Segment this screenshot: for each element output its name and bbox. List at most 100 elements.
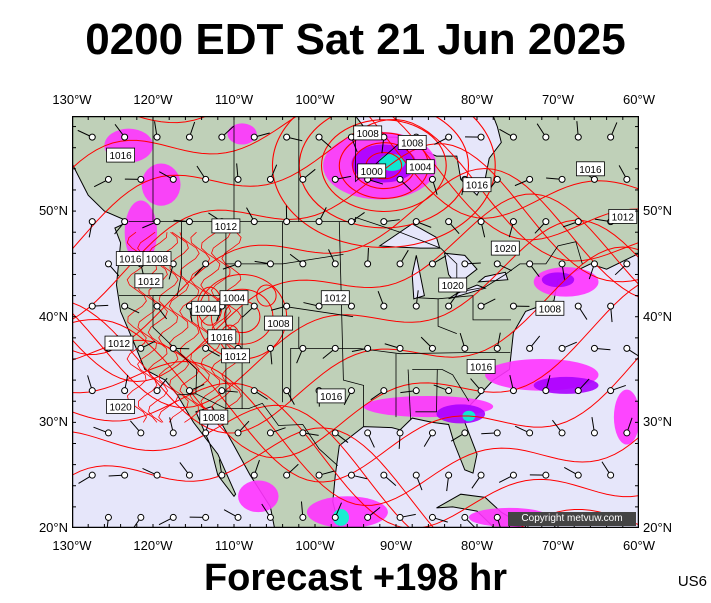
lat-label-left: 40°N — [39, 310, 68, 324]
wind-station — [186, 134, 192, 140]
wind-station — [105, 261, 111, 267]
wind-station — [105, 176, 111, 182]
wind-station — [332, 345, 338, 351]
wind-station — [203, 430, 209, 436]
lat-label-left: 20°N — [39, 521, 68, 535]
isobar-label-text: 1016 — [470, 362, 493, 373]
wind-station — [608, 388, 614, 394]
wind-station — [478, 303, 484, 309]
wind-station — [527, 430, 533, 436]
wind-station — [348, 219, 354, 225]
wind-station — [510, 388, 516, 394]
wind-station — [575, 303, 581, 309]
precip-area-mid — [542, 272, 574, 287]
wind-station — [284, 303, 290, 309]
wind-station — [138, 176, 144, 182]
wind-station — [429, 430, 435, 436]
forecast-map: 1008 1008 1004 1000 1016 1016 1016 1012 1012 1020… — [72, 116, 639, 528]
isobar-label-text: 1012 — [224, 352, 247, 363]
wind-station — [381, 388, 387, 394]
isobar-label-text: 1016 — [579, 165, 602, 176]
wind-station — [316, 219, 322, 225]
wind-station — [365, 345, 371, 351]
wind-station — [429, 261, 435, 267]
isobar-label: 1012 — [321, 291, 349, 305]
isobar-label-text: 1008 — [267, 319, 290, 330]
wind-station — [478, 388, 484, 394]
wind-station — [429, 345, 435, 351]
isobar-label: 1016 — [208, 330, 236, 344]
wind-station — [543, 388, 549, 394]
wind-station — [559, 345, 565, 351]
forecast-hour-label: Forecast +198 hr — [0, 553, 711, 603]
wind-station — [300, 430, 306, 436]
copyright-notice: Copyright metvuw.com — [508, 512, 636, 526]
wind-station — [462, 261, 468, 267]
wind-station — [543, 219, 549, 225]
isobar-label: 1008 — [354, 126, 382, 140]
wind-station — [624, 430, 630, 436]
region-code: US6 — [678, 573, 707, 590]
wind-station — [624, 176, 630, 182]
wind-station — [89, 219, 95, 225]
precip-area-mid — [437, 404, 486, 423]
wind-station — [559, 261, 565, 267]
isobar-label-text: 1004 — [195, 304, 218, 315]
wind-station — [235, 514, 241, 520]
wind-station — [300, 345, 306, 351]
wind-station — [462, 345, 468, 351]
wind-station — [316, 472, 322, 478]
lon-label-top: 90°W — [380, 93, 412, 107]
isobar-label-text: 1000 — [361, 167, 384, 178]
wind-station — [462, 514, 468, 520]
isobar-label: 1012 — [105, 336, 133, 350]
wind-station — [510, 303, 516, 309]
wind-station — [413, 219, 419, 225]
wind-station — [300, 261, 306, 267]
wind-station — [397, 514, 403, 520]
wind-station — [332, 176, 338, 182]
isobar-label: 1016 — [116, 252, 144, 266]
isobar-label: 1020 — [107, 400, 135, 414]
isobar-label: 1016 — [576, 162, 604, 176]
wind-station — [510, 219, 516, 225]
wind-station — [203, 176, 209, 182]
wind-station — [591, 261, 597, 267]
lon-label-bottom: 120°W — [133, 539, 172, 553]
wind-station — [413, 388, 419, 394]
wind-station — [348, 388, 354, 394]
isobar-label: 1008 — [143, 252, 171, 266]
wind-station — [251, 472, 257, 478]
wind-station — [235, 261, 241, 267]
wind-station — [381, 472, 387, 478]
wind-station — [446, 388, 452, 394]
lat-label-right: 30°N — [643, 415, 672, 429]
wind-station — [267, 261, 273, 267]
wind-station — [365, 430, 371, 436]
wind-station — [267, 345, 273, 351]
isobar-label-text: 1016 — [109, 151, 132, 162]
isobar-label-text: 1012 — [108, 339, 131, 350]
lat-label-right: 20°N — [643, 521, 672, 535]
wind-station — [575, 134, 581, 140]
wind-station — [494, 261, 500, 267]
lon-label-bottom: 60°W — [623, 539, 655, 553]
lon-label-top: 70°W — [542, 93, 574, 107]
wind-station — [300, 514, 306, 520]
wind-station — [154, 388, 160, 394]
wind-station — [446, 472, 452, 478]
lon-label-top: 130°W — [52, 93, 91, 107]
wind-station — [316, 134, 322, 140]
isobar-label-text: 1012 — [612, 212, 635, 223]
lon-label-bottom: 130°W — [52, 539, 91, 553]
isobar-label-text: 1012 — [324, 294, 347, 305]
wind-station — [575, 388, 581, 394]
wind-station — [381, 303, 387, 309]
wind-station — [170, 430, 176, 436]
wind-station — [413, 303, 419, 309]
lon-label-top: 100°W — [295, 93, 334, 107]
isobar-label-text: 1016 — [320, 392, 343, 403]
wind-station — [478, 134, 484, 140]
wind-station — [575, 472, 581, 478]
wind-station — [251, 134, 257, 140]
